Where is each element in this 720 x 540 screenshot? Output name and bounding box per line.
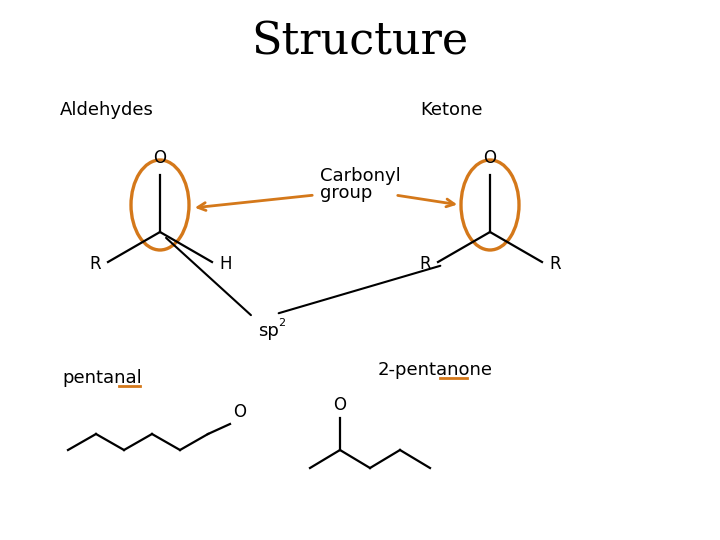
Text: R: R (419, 255, 431, 273)
Text: group: group (320, 184, 372, 202)
Text: 2: 2 (278, 318, 285, 328)
Text: pentanal: pentanal (62, 369, 142, 387)
Text: Structure: Structure (251, 21, 469, 64)
Text: R: R (89, 255, 101, 273)
Text: O: O (233, 403, 246, 421)
Text: O: O (333, 396, 346, 414)
Text: Aldehydes: Aldehydes (60, 101, 154, 119)
Text: O: O (153, 149, 166, 167)
Text: 2-pentanone: 2-pentanone (378, 361, 493, 379)
Text: O: O (484, 149, 497, 167)
Text: R: R (549, 255, 561, 273)
Text: Carbonyl: Carbonyl (320, 167, 401, 185)
Text: H: H (219, 255, 232, 273)
Text: sp: sp (258, 322, 279, 340)
Text: Ketone: Ketone (420, 101, 482, 119)
